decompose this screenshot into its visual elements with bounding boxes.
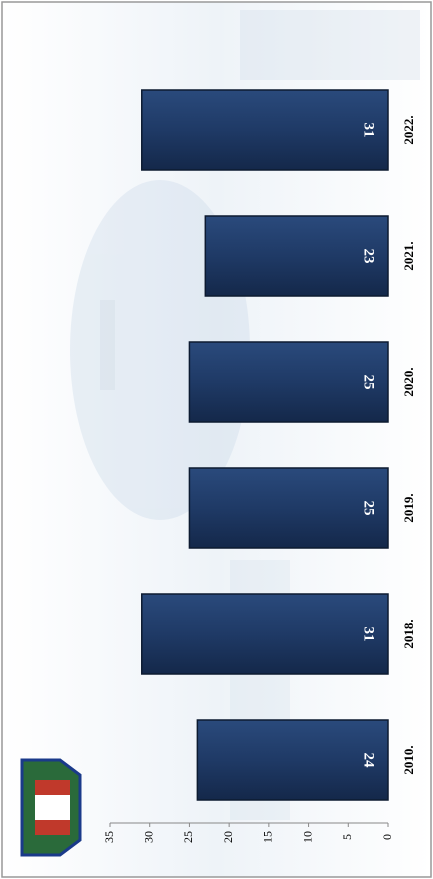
bar [141, 89, 389, 171]
data-label: 25 [361, 501, 377, 516]
plot: 0 5 10 15 20 25 30 35 2010. 24 2018. 31 2019. 25 2020.… [102, 89, 416, 843]
bar [196, 719, 389, 801]
y-tick-label: 5 [340, 834, 354, 840]
x-tick-label: 2018. [401, 619, 416, 648]
x-tick-label: 2022. [401, 115, 416, 144]
x-tick-label: 2019. [401, 493, 416, 522]
bar [188, 341, 389, 423]
x-tick-label: 2021. [401, 241, 416, 270]
y-tick-label: 30 [141, 831, 155, 843]
logo [20, 758, 82, 857]
y-tick-label: 10 [300, 831, 314, 843]
data-label: 24 [361, 753, 377, 769]
bar [188, 467, 389, 549]
y-tick-label: 35 [102, 831, 116, 843]
y-tick-label: 20 [221, 831, 235, 843]
data-label: 25 [361, 375, 377, 390]
y-tick-label: 15 [261, 831, 275, 843]
bar [141, 593, 389, 675]
data-label: 31 [361, 123, 377, 138]
y-tick-label: 0 [380, 834, 394, 840]
data-label: 31 [361, 627, 377, 642]
x-tick-label: 2010. [401, 745, 416, 774]
x-tick-label: 2020. [401, 367, 416, 396]
data-label: 23 [361, 249, 377, 264]
bar [204, 215, 389, 297]
y-tick-label: 25 [181, 831, 195, 843]
